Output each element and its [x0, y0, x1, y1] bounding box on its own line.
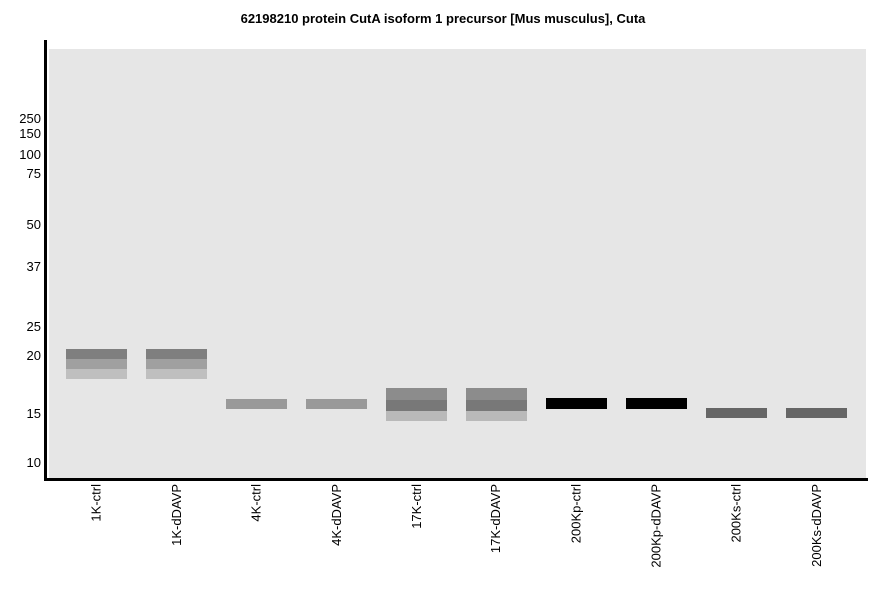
x-axis-line [44, 478, 868, 481]
chart-title: 62198210 protein CutA isoform 1 precurso… [240, 11, 646, 26]
y-tick-label: 150 [19, 126, 41, 141]
gel-band-stripe [306, 399, 367, 409]
lane-label: 200Ks-dDAVP [808, 484, 824, 567]
gel-band-stripe [546, 398, 607, 409]
gel-band-stripe [146, 359, 207, 369]
gel-band-stripe [386, 400, 447, 411]
gel-band-stripe [386, 388, 447, 400]
lane-label: 200Ks-ctrl [728, 484, 744, 543]
gel-band-stripe [66, 359, 127, 369]
gel-band-stripe [466, 388, 527, 400]
y-tick-label: 100 [19, 147, 41, 162]
lane-label: 4K-dDAVP [328, 484, 344, 546]
gel-band-stripe [706, 408, 767, 418]
gel-band-stripe [66, 349, 127, 359]
lane-label: 200Kp-dDAVP [648, 484, 664, 568]
lane-label: 200Kp-ctrl [568, 484, 584, 544]
y-tick-label: 50 [26, 217, 41, 232]
gel-band-stripe [466, 400, 527, 411]
y-tick-label: 75 [26, 166, 41, 181]
plot-area [49, 49, 866, 478]
gel-band-stripe [786, 408, 847, 418]
y-tick-label: 20 [26, 348, 41, 363]
gel-band-stripe [386, 411, 447, 421]
gel-band-stripe [66, 369, 127, 379]
y-axis-line [44, 40, 47, 481]
lane-label: 1K-ctrl [88, 484, 104, 522]
gel-band-stripe [146, 369, 207, 379]
lane-label: 1K-dDAVP [168, 484, 184, 546]
lane-label: 17K-dDAVP [488, 484, 504, 554]
gel-band-stripe [466, 411, 527, 421]
y-tick-label: 37 [26, 259, 41, 274]
lane-label: 4K-ctrl [248, 484, 264, 522]
y-tick-label: 15 [26, 406, 41, 421]
lane-label: 17K-ctrl [408, 484, 424, 529]
y-tick-label: 250 [19, 111, 41, 126]
gel-band-stripe [226, 399, 287, 409]
gel-band-stripe [626, 398, 687, 409]
y-tick-label: 25 [26, 319, 41, 334]
y-tick-label: 10 [26, 455, 41, 470]
gel-band-stripe [146, 349, 207, 359]
